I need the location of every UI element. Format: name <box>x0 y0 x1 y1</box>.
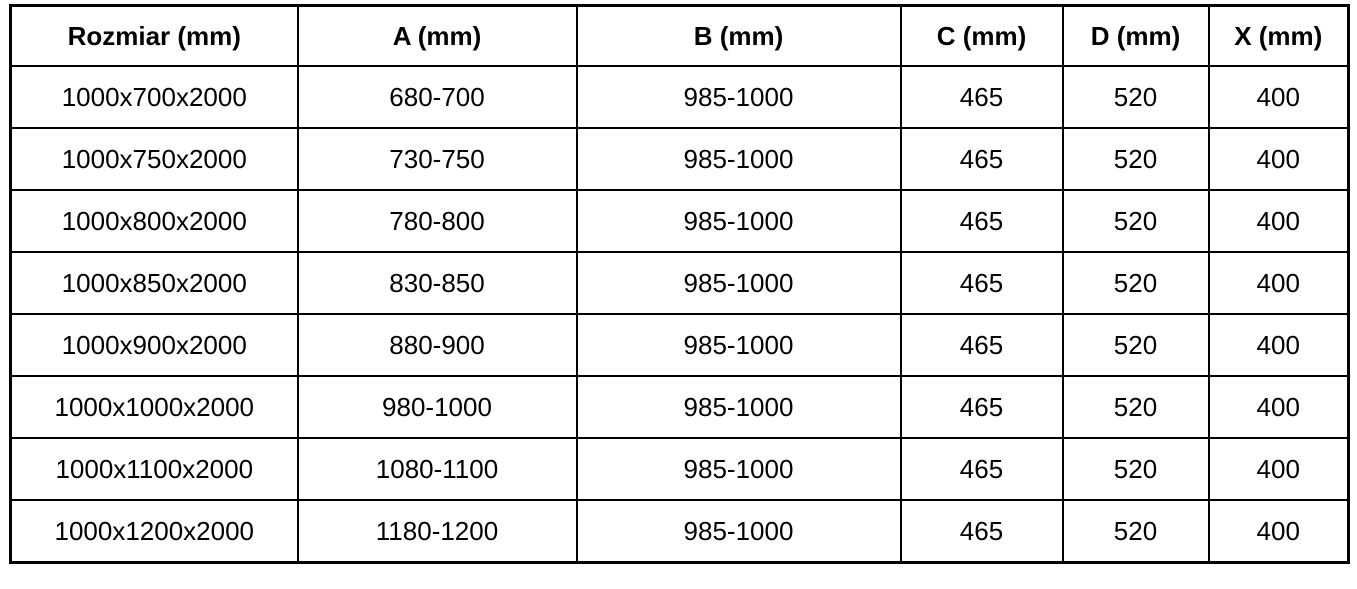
dimension-cell: 465 <box>899 65 1064 129</box>
table-row: 1000x700x2000 680-700 985-1000 465 520 400 <box>9 65 1350 129</box>
dimension-cell: 985-1000 <box>575 437 902 501</box>
header-row: Rozmiar (mm) A (mm) B (mm) C (mm) D (mm) X (m… <box>9 4 1350 67</box>
dimension-cell: 400 <box>1207 189 1350 253</box>
dimension-cell: 520 <box>1061 499 1210 564</box>
size-cell: 1000x850x2000 <box>9 251 299 315</box>
dimension-cell: 465 <box>899 375 1064 439</box>
dimension-cell: 465 <box>899 127 1064 191</box>
size-cell: 1000x700x2000 <box>9 65 299 129</box>
dimension-cell: 880-900 <box>296 313 578 377</box>
dimension-cell: 985-1000 <box>575 375 902 439</box>
dimension-cell: 980-1000 <box>296 375 578 439</box>
table-row: 1000x1000x2000 980-1000 985-1000 465 520 400 <box>9 375 1350 439</box>
dimension-cell: 680-700 <box>296 65 578 129</box>
size-table: Rozmiar (mm) A (mm) B (mm) C (mm) D (mm) X (m… <box>9 4 1350 564</box>
dimension-cell: 400 <box>1207 127 1350 191</box>
table-row: 1000x1100x2000 1080-1100 985-1000 465 520 400 <box>9 437 1350 501</box>
dimension-cell: 1080-1100 <box>296 437 578 501</box>
dimension-cell: 400 <box>1207 375 1350 439</box>
dimension-cell: 520 <box>1061 65 1210 129</box>
dimension-cell: 830-850 <box>296 251 578 315</box>
dimension-cell: 985-1000 <box>575 251 902 315</box>
dimension-cell: 400 <box>1207 437 1350 501</box>
dimension-cell: 730-750 <box>296 127 578 191</box>
dimension-cell: 465 <box>899 251 1064 315</box>
column-header: B (mm) <box>575 4 902 67</box>
table-row: 1000x800x2000 780-800 985-1000 465 520 400 <box>9 189 1350 253</box>
dimension-cell: 520 <box>1061 437 1210 501</box>
column-header: X (mm) <box>1207 4 1350 67</box>
dimension-cell: 985-1000 <box>575 65 902 129</box>
dimension-cell: 520 <box>1061 127 1210 191</box>
table-row: 1000x750x2000 730-750 985-1000 465 520 400 <box>9 127 1350 191</box>
size-cell: 1000x1100x2000 <box>9 437 299 501</box>
dimension-cell: 520 <box>1061 251 1210 315</box>
size-cell: 1000x1200x2000 <box>9 499 299 564</box>
dimension-cell: 400 <box>1207 313 1350 377</box>
size-cell: 1000x750x2000 <box>9 127 299 191</box>
dimension-cell: 1180-1200 <box>296 499 578 564</box>
dimension-cell: 465 <box>899 499 1064 564</box>
dimension-cell: 400 <box>1207 65 1350 129</box>
dimension-cell: 985-1000 <box>575 189 902 253</box>
size-cell: 1000x1000x2000 <box>9 375 299 439</box>
table-row: 1000x900x2000 880-900 985-1000 465 520 400 <box>9 313 1350 377</box>
column-header: C (mm) <box>899 4 1064 67</box>
table-body: 1000x700x2000 680-700 985-1000 465 520 400 100… <box>9 65 1350 564</box>
table-row: 1000x850x2000 830-850 985-1000 465 520 400 <box>9 251 1350 315</box>
dimension-cell: 465 <box>899 437 1064 501</box>
dimension-cell: 465 <box>899 189 1064 253</box>
dimension-cell: 520 <box>1061 313 1210 377</box>
dimension-cell: 400 <box>1207 499 1350 564</box>
table-row: 1000x1200x2000 1180-1200 985-1000 465 520 400 <box>9 499 1350 564</box>
size-cell: 1000x900x2000 <box>9 313 299 377</box>
dimension-cell: 520 <box>1061 189 1210 253</box>
column-header: A (mm) <box>296 4 578 67</box>
dimension-cell: 985-1000 <box>575 313 902 377</box>
column-header: Rozmiar (mm) <box>9 4 299 67</box>
dimension-cell: 465 <box>899 313 1064 377</box>
dimension-cell: 985-1000 <box>575 499 902 564</box>
size-cell: 1000x800x2000 <box>9 189 299 253</box>
column-header: D (mm) <box>1061 4 1210 67</box>
dimension-cell: 400 <box>1207 251 1350 315</box>
dimension-cell: 985-1000 <box>575 127 902 191</box>
dimension-cell: 780-800 <box>296 189 578 253</box>
dimension-cell: 520 <box>1061 375 1210 439</box>
